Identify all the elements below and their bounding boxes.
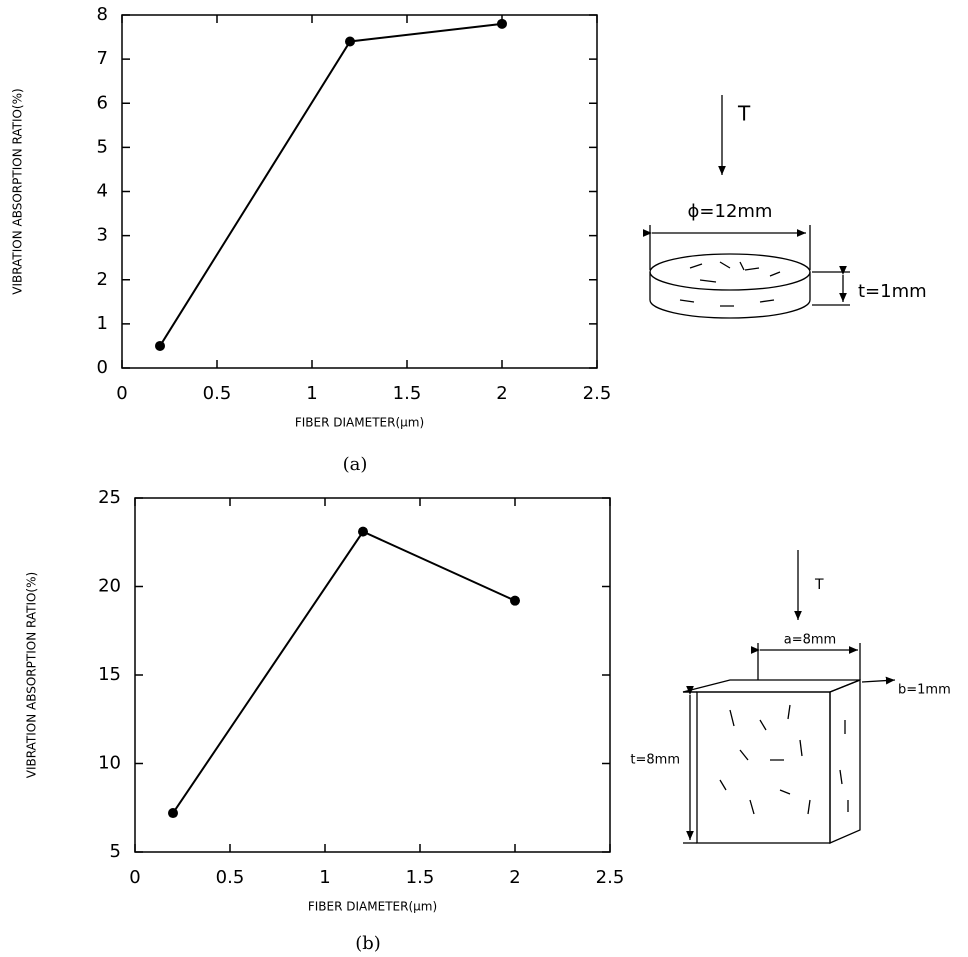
y-tick-label: 10 bbox=[98, 753, 121, 774]
y-tick-label: 8 bbox=[97, 4, 108, 25]
y-tick-label: 0 bbox=[97, 357, 108, 378]
y-tick-label: 5 bbox=[97, 136, 108, 157]
y-tick-label: 3 bbox=[97, 225, 108, 246]
load-label: T bbox=[737, 102, 751, 126]
x-tick-label: 2.5 bbox=[583, 383, 612, 404]
x-tick-label: 0.5 bbox=[216, 867, 245, 888]
diameter-label: ϕ=12mm bbox=[688, 201, 773, 222]
block-diagram: T a=8mm b=1mm t=8mm bbox=[630, 550, 951, 844]
data-point bbox=[497, 18, 507, 29]
load-label: T bbox=[814, 577, 824, 593]
y-tick-label: 6 bbox=[97, 92, 108, 113]
x-tick-label: 1 bbox=[319, 867, 330, 888]
width-label: a=8mm bbox=[784, 633, 836, 648]
y-tick-label: 15 bbox=[98, 664, 121, 685]
y-tick-label: 25 bbox=[98, 487, 121, 508]
x-axis-label: FIBER DIAMETER(μm) bbox=[295, 416, 424, 430]
x-tick-label: 2.5 bbox=[596, 867, 625, 888]
y-axis-label: VIBRATION ABSORPTION RATIO(%) bbox=[11, 88, 25, 294]
data-point bbox=[168, 808, 178, 819]
disk-diagram: T ϕ=12mm t=1mm bbox=[642, 95, 927, 319]
x-tick-label: 0 bbox=[129, 867, 140, 888]
x-tick-label: 0.5 bbox=[203, 383, 232, 404]
y-tick-label: 1 bbox=[97, 313, 108, 334]
data-point bbox=[345, 36, 355, 47]
plot-frame bbox=[134, 497, 611, 853]
plot-frame bbox=[121, 14, 598, 369]
x-tick-label: 2 bbox=[496, 383, 507, 404]
data-point bbox=[358, 526, 368, 537]
x-tick-label: 2 bbox=[509, 867, 520, 888]
y-tick-label: 5 bbox=[110, 841, 121, 862]
y-tick-label: 2 bbox=[97, 269, 108, 290]
x-tick-label: 1 bbox=[306, 383, 317, 404]
y-tick-label: 4 bbox=[97, 181, 108, 202]
x-tick-label: 0 bbox=[116, 383, 127, 404]
y-axis-label: VIBRATION ABSORPTION RATIO(%) bbox=[25, 572, 39, 778]
x-tick-label: 1.5 bbox=[406, 867, 435, 888]
data-point bbox=[510, 595, 520, 606]
data-line bbox=[159, 22, 503, 347]
caption: (a) bbox=[343, 454, 368, 475]
y-tick-label: 20 bbox=[98, 576, 121, 597]
y-tick-label: 7 bbox=[97, 48, 108, 69]
x-axis-label: FIBER DIAMETER(μm) bbox=[308, 900, 437, 914]
thickness-label: t=8mm bbox=[630, 753, 680, 768]
x-tick-label: 1.5 bbox=[393, 383, 422, 404]
data-line bbox=[172, 530, 516, 814]
depth-label: b=1mm bbox=[898, 683, 951, 698]
data-point bbox=[155, 340, 165, 351]
thickness-label: t=1mm bbox=[858, 281, 927, 302]
caption: (b) bbox=[355, 933, 381, 954]
